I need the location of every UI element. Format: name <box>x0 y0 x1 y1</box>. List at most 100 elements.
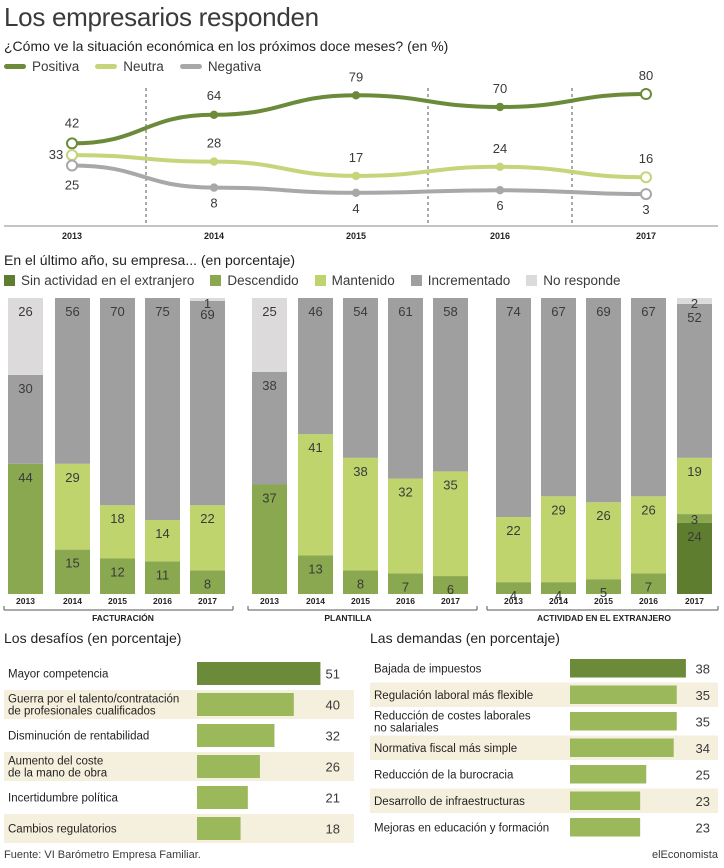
legend-item-mantenido: Mantenido <box>314 273 395 288</box>
table-row-label: Guerra por el talento/contratación <box>8 694 179 706</box>
legend-item-incrementado: Incrementado <box>410 273 511 288</box>
line-point-positiva <box>351 91 361 100</box>
bar-segment-descendido <box>145 561 180 594</box>
desafios-title: Los desafíos (en porcentaje) <box>4 630 182 646</box>
bar-data-label: 4 <box>510 588 517 603</box>
line-data-label: 79 <box>349 69 363 84</box>
legend-item-negativa: Negativa <box>179 59 262 74</box>
bar-segment-incrementado <box>433 298 468 472</box>
bar-segment-incrementado <box>586 298 621 503</box>
table-row-label: Reducción de la burocracia <box>374 769 514 781</box>
legend-item-positiva: Positiva <box>4 59 79 74</box>
bar-data-label: 41 <box>308 440 322 455</box>
bar-segment-descendido <box>252 484 287 594</box>
bar-data-label: 46 <box>308 304 322 319</box>
hbar <box>197 724 275 747</box>
bar-segment-incrementado <box>677 303 712 458</box>
bar-data-label: 44 <box>18 470 32 485</box>
bar-data-label: 61 <box>398 304 412 319</box>
bar-data-label: 8 <box>357 576 364 591</box>
line-point-neutra <box>495 162 505 172</box>
hbar-value-label: 26 <box>326 760 340 775</box>
bar-data-label: 29 <box>551 502 565 517</box>
bar-segment-descendido <box>190 570 225 594</box>
bar-segment-incrementado <box>145 298 180 520</box>
bar-segment-descendido <box>388 573 423 594</box>
bar-data-label: 54 <box>353 304 367 319</box>
bar-segment-descendido <box>55 549 90 594</box>
legend-label-no-responde: No responde <box>543 273 621 288</box>
legend-swatch-incrementado <box>410 275 422 286</box>
table-row-label: Bajada de impuestos <box>374 663 482 675</box>
line-data-label: 33 <box>49 147 63 162</box>
line-point-neutra <box>351 171 361 181</box>
bar-segment-descendido <box>343 570 378 594</box>
bar-x-tick-label: 2017 <box>685 596 704 606</box>
hbar-value-label: 35 <box>696 688 710 703</box>
hbar-value-label: 40 <box>326 698 340 713</box>
bar-segment-descendido <box>677 514 712 523</box>
line-point-negativa <box>209 183 219 192</box>
legend-label-incrementado: Incrementado <box>427 273 511 288</box>
bar-x-tick-label: 2014 <box>63 596 82 606</box>
hbar <box>197 786 248 809</box>
bar-segment-descendido <box>586 579 621 594</box>
line-data-label: 3 <box>642 202 649 217</box>
hbar <box>197 693 294 716</box>
legend-label-neutra: Neutra <box>123 59 164 74</box>
legend-item-no-responde: No responde <box>526 273 621 288</box>
table-row-band <box>4 814 354 843</box>
bar-segment-incrementado <box>541 298 576 497</box>
table-row-label: Cambios regulatorios <box>8 824 117 836</box>
bar-segment-sin-actividad-en-el-extranjero <box>677 522 712 594</box>
line-data-label: 80 <box>639 68 653 83</box>
bar-group-label: ACTIVIDAD EN EL EXTRANJERO <box>537 613 671 623</box>
bar-x-tick-label: 2015 <box>351 596 370 606</box>
hbar-value-label: 35 <box>696 714 710 729</box>
bar-segment-incrementado <box>496 298 531 518</box>
table-row-label: de la mano de obra <box>8 768 108 780</box>
hbar <box>570 685 677 704</box>
hbar <box>197 662 321 685</box>
bar-x-tick-label: 2016 <box>153 596 172 606</box>
table-row-label: no salariales <box>374 722 439 734</box>
bar-segment-incrementado <box>8 374 43 464</box>
bar-segment-mantenido <box>496 517 531 583</box>
bar-segment-mantenido <box>298 434 333 556</box>
table-row-label: Incertidumbre política <box>8 793 119 805</box>
bar-data-label: 26 <box>596 508 610 523</box>
bar-segment-no-responde <box>190 298 225 301</box>
line-point-positiva <box>640 88 652 100</box>
bar-segment-descendido <box>298 555 333 594</box>
bar-data-label: 70 <box>110 304 124 319</box>
bar-data-label: 26 <box>641 502 655 517</box>
hbar <box>197 755 260 778</box>
line-point-negativa <box>66 159 78 172</box>
table-row-label: Aumento del coste <box>8 756 103 768</box>
line-data-label: 16 <box>639 151 653 166</box>
bar-x-tick-label: 2016 <box>639 596 658 606</box>
bar-segment-no-responde <box>8 298 43 375</box>
table-row-label: Mejoras en educación y formación <box>374 822 549 834</box>
bar-data-label: 69 <box>200 307 214 322</box>
line-x-tick-label: 2014 <box>204 231 224 241</box>
table-row-label: Disminución de rentabilidad <box>8 731 149 743</box>
hbar-value-label: 25 <box>696 767 710 782</box>
line-point-neutra <box>66 149 78 162</box>
hbar <box>570 712 677 731</box>
bar-x-tick-label: 2017 <box>441 596 460 606</box>
line-series-positiva <box>70 92 648 146</box>
bar-x-tick-label: 2014 <box>306 596 325 606</box>
bar-data-label: 38 <box>262 378 276 393</box>
line-data-label: 64 <box>207 88 221 103</box>
line-point-positiva <box>66 137 78 150</box>
legend-label-descendido: Descendido <box>227 273 299 288</box>
line-x-tick-label: 2017 <box>636 231 656 241</box>
bar-x-tick-label: 2015 <box>594 596 613 606</box>
legend-label-negativa: Negativa <box>207 59 262 74</box>
bar-data-label: 26 <box>18 304 32 319</box>
bar-data-label: 67 <box>641 304 655 319</box>
legend-label-sin-actividad: Sin actividad en el extranjero <box>21 273 195 288</box>
line-x-tick-label: 2013 <box>62 231 82 241</box>
